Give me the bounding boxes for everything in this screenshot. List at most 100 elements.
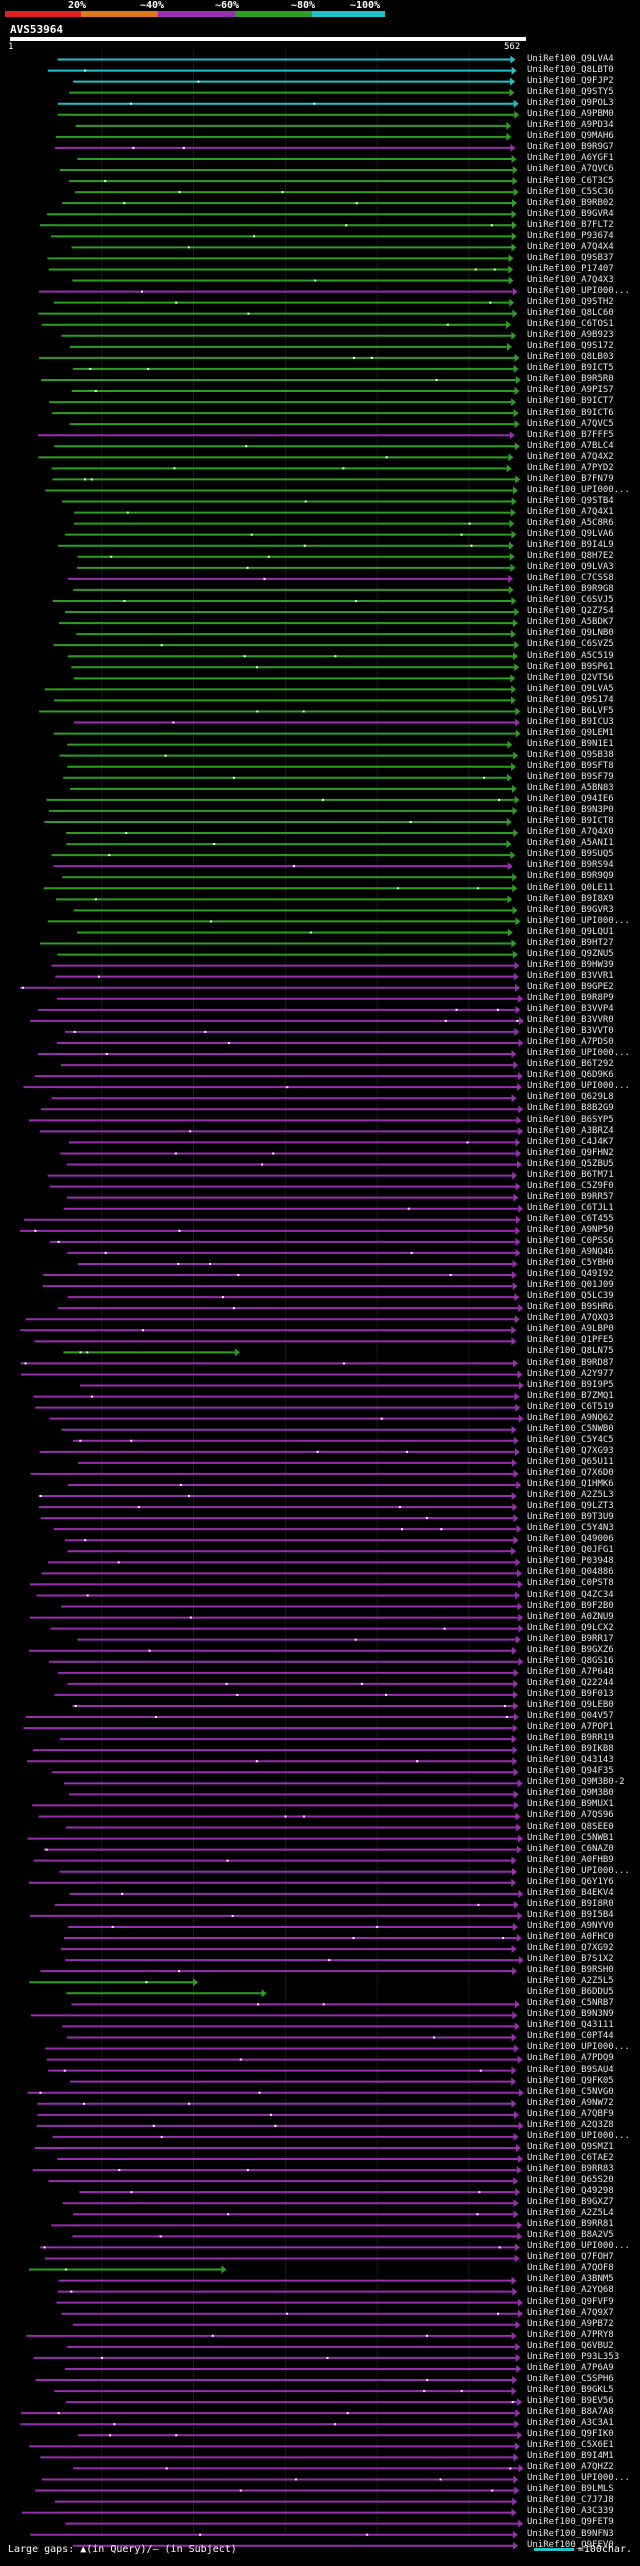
hit-label[interactable]: UniRef100_Q9LQU1 <box>527 926 614 937</box>
hit-label[interactable]: UniRef100_Q9LVA3 <box>527 562 614 573</box>
hit-label[interactable]: UniRef100_B9R9Q9 <box>527 871 614 882</box>
hit-label[interactable]: UniRef100_B8B2G9 <box>527 1103 614 1114</box>
hit-label[interactable]: UniRef100_P17407 <box>527 263 614 274</box>
hit-label[interactable]: UniRef100_B9LMLS <box>527 2484 614 2495</box>
hit-label[interactable]: UniRef100_B9GVR3 <box>527 904 614 915</box>
hit-label[interactable]: UniRef100_C6T3C5 <box>527 175 614 186</box>
hit-label[interactable]: UniRef100_B9RR19 <box>527 1733 614 1744</box>
hit-label[interactable]: UniRef100_B3VVR1 <box>527 970 614 981</box>
hit-label[interactable]: UniRef100_B9GXZ6 <box>527 1644 614 1655</box>
hit-label[interactable]: UniRef100_B9MUX1 <box>527 1799 614 1810</box>
hit-label[interactable]: UniRef100_A3C339 <box>527 2506 614 2517</box>
hit-label[interactable]: UniRef100_Q9SB38 <box>527 749 614 760</box>
hit-label[interactable]: UniRef100_B7FN79 <box>527 473 614 484</box>
hit-label[interactable]: UniRef100_C5NWB1 <box>527 1832 614 1843</box>
hit-label[interactable]: UniRef100_Q8SEE0 <box>527 1821 614 1832</box>
hit-label[interactable]: UniRef100_B9RR83 <box>527 2163 614 2174</box>
hit-label[interactable]: UniRef100_B9I8R0 <box>527 1898 614 1909</box>
hit-label[interactable]: UniRef100_Q9ZNU5 <box>527 948 614 959</box>
hit-label[interactable]: UniRef100_A7QXQ3 <box>527 1313 614 1324</box>
hit-label[interactable]: UniRef100_Q9FIK0 <box>527 2429 614 2440</box>
hit-label[interactable]: UniRef100_UPI000... <box>527 915 630 926</box>
hit-label[interactable]: UniRef100_B9ICT8 <box>527 816 614 827</box>
hit-label[interactable]: UniRef100_A3BRZ4 <box>527 1125 614 1136</box>
hit-label[interactable]: UniRef100_B9I5B4 <box>527 1909 614 1920</box>
hit-label[interactable]: UniRef100_A7Q4X4 <box>527 241 614 252</box>
hit-label[interactable]: UniRef100_B9ICT7 <box>527 396 614 407</box>
hit-label[interactable]: UniRef100_A7Q4X0 <box>527 827 614 838</box>
hit-label[interactable]: UniRef100_Q8LBT0 <box>527 65 614 76</box>
hit-label[interactable]: UniRef100_B9SUQ5 <box>527 849 614 860</box>
hit-label[interactable]: UniRef100_B9F2B0 <box>527 1600 614 1611</box>
hit-label[interactable]: UniRef100_Q4ZC34 <box>527 1589 614 1600</box>
hit-label[interactable]: UniRef100_C0PT44 <box>527 2031 614 2042</box>
hit-label[interactable]: UniRef100_B9HW39 <box>527 959 614 970</box>
hit-label[interactable]: UniRef100_A9PBM0 <box>527 109 614 120</box>
hit-label[interactable]: UniRef100_B7S1X2 <box>527 1954 614 1965</box>
hit-label[interactable]: UniRef100_C7J7J8 <box>527 2495 614 2506</box>
hit-label[interactable]: UniRef100_A7PYD2 <box>527 462 614 473</box>
hit-label[interactable]: UniRef100_UPI000... <box>527 2042 630 2053</box>
hit-label[interactable]: UniRef100_Q8LB03 <box>527 352 614 363</box>
hit-label[interactable]: UniRef100_A7Q4X3 <box>527 274 614 285</box>
hit-label[interactable]: UniRef100_A9B923 <box>527 330 614 341</box>
hit-label[interactable]: UniRef100_B9GPE2 <box>527 981 614 992</box>
hit-label[interactable]: UniRef100_Q9STH2 <box>527 297 614 308</box>
hit-label[interactable]: UniRef100_B9RR17 <box>527 1633 614 1644</box>
hit-label[interactable]: UniRef100_B9N3P0 <box>527 805 614 816</box>
hit-label[interactable]: UniRef100_A9LBP0 <box>527 1324 614 1335</box>
hit-label[interactable]: UniRef100_A7QVC5 <box>527 418 614 429</box>
hit-label[interactable]: UniRef100_Q6VBU2 <box>527 2340 614 2351</box>
hit-label[interactable]: UniRef100_Q9FVF9 <box>527 2296 614 2307</box>
hit-label[interactable]: UniRef100_Q9S172 <box>527 341 614 352</box>
hit-label[interactable]: UniRef100_B9NFN3 <box>527 2528 614 2539</box>
hit-label[interactable]: UniRef100_A5C8R6 <box>527 517 614 528</box>
hit-label[interactable]: UniRef100_A7P648 <box>527 1666 614 1677</box>
hit-label[interactable]: UniRef100_B9F013 <box>527 1688 614 1699</box>
hit-label[interactable]: UniRef100_B9ICT5 <box>527 363 614 374</box>
hit-label[interactable]: UniRef100_C5Z9F0 <box>527 1180 614 1191</box>
hit-label[interactable]: UniRef100_UPI000... <box>527 285 630 296</box>
hit-label[interactable]: UniRef100_P93674 <box>527 230 614 241</box>
hit-label[interactable]: UniRef100_B6TM71 <box>527 1169 614 1180</box>
hit-label[interactable]: UniRef100_B9SHR6 <box>527 1302 614 1313</box>
hit-label[interactable]: UniRef100_B6T292 <box>527 1059 614 1070</box>
hit-label[interactable]: UniRef100_B9HT27 <box>527 937 614 948</box>
hit-label[interactable]: UniRef100_C7CSS8 <box>527 573 614 584</box>
hit-label[interactable]: UniRef100_A7QOF8 <box>527 2263 614 2274</box>
hit-label[interactable]: UniRef100_A9NQ62 <box>527 1412 614 1423</box>
hit-label[interactable]: UniRef100_Q9LEM1 <box>527 727 614 738</box>
hit-label[interactable]: UniRef100_C0PSS6 <box>527 1236 614 1247</box>
hit-label[interactable]: UniRef100_A9NW72 <box>527 2097 614 2108</box>
hit-label[interactable]: UniRef100_B9I8X9 <box>527 893 614 904</box>
hit-label[interactable]: UniRef100_Q5ZBU5 <box>527 1158 614 1169</box>
hit-label[interactable]: UniRef100_B3VVR0 <box>527 1015 614 1026</box>
hit-label[interactable]: UniRef100_B6SYP5 <box>527 1114 614 1125</box>
hit-label[interactable]: UniRef100_C6TOS1 <box>527 319 614 330</box>
hit-label[interactable]: UniRef100_Q49006 <box>527 1534 614 1545</box>
hit-label[interactable]: UniRef100_A5BN83 <box>527 783 614 794</box>
hit-label[interactable]: UniRef100_A7PDS0 <box>527 1037 614 1048</box>
hit-label[interactable]: UniRef100_B4EKV4 <box>527 1887 614 1898</box>
hit-label[interactable]: UniRef100_A7BLC4 <box>527 440 614 451</box>
hit-label[interactable]: UniRef100_UPI000... <box>527 1081 630 1092</box>
hit-label[interactable]: UniRef100_Q9LNB0 <box>527 628 614 639</box>
hit-label[interactable]: UniRef100_C5NRB7 <box>527 1998 614 2009</box>
hit-label[interactable]: UniRef100_A9NYV0 <box>527 1920 614 1931</box>
hit-label[interactable]: UniRef100_B9GKL5 <box>527 2384 614 2395</box>
hit-label[interactable]: UniRef100_B9SFT8 <box>527 761 614 771</box>
hit-label[interactable]: UniRef100_Q94F35 <box>527 1766 614 1777</box>
hit-label[interactable]: UniRef100_B7FFF5 <box>527 429 614 440</box>
hit-label[interactable]: UniRef100_A2Q3Z8 <box>527 2119 614 2130</box>
hit-label[interactable]: UniRef100_B9RB02 <box>527 197 614 208</box>
hit-label[interactable]: UniRef100_B9GXZ7 <box>527 2197 614 2208</box>
hit-label[interactable]: UniRef100_C5X6E1 <box>527 2440 614 2451</box>
hit-label[interactable]: UniRef100_Q7FOH7 <box>527 2252 614 2263</box>
hit-label[interactable]: UniRef100_B3VVP4 <box>527 1004 614 1015</box>
hit-label[interactable]: UniRef100_C5Y4N3 <box>527 1523 614 1534</box>
hit-label[interactable]: UniRef100_A2Z5L5 <box>527 1976 614 1987</box>
hit-label[interactable]: UniRef100_Q49298 <box>527 2186 614 2197</box>
hit-label[interactable]: UniRef100_A7PRY8 <box>527 2329 614 2340</box>
hit-label[interactable]: UniRef100_C5Y4C5 <box>527 1434 614 1445</box>
hit-label[interactable]: UniRef100_Q7XG93 <box>527 1445 614 1456</box>
